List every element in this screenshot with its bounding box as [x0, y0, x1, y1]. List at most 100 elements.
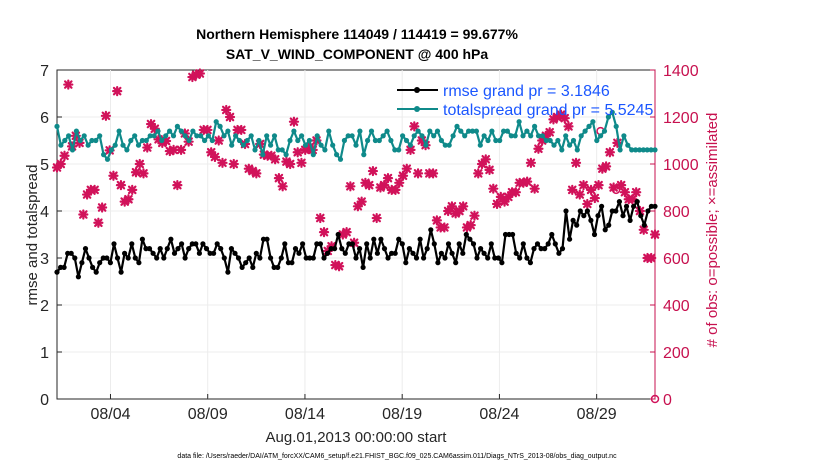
- rmse-point: [114, 255, 121, 261]
- x-tick-label: 08/09: [188, 406, 228, 423]
- totalspread-point: [101, 152, 107, 158]
- totalspread-point: [458, 128, 464, 134]
- rmse-point: [542, 246, 548, 252]
- rmse-point: [257, 255, 263, 261]
- obs-assimilated-point: [123, 194, 134, 205]
- totalspread-point: [516, 119, 522, 125]
- rmse-point: [599, 203, 605, 209]
- rmse-point: [556, 250, 562, 256]
- totalspread-point: [279, 147, 285, 153]
- totalspread-point: [609, 109, 615, 115]
- rmse-point: [82, 246, 89, 252]
- rmse-point: [613, 208, 619, 214]
- rmse-point: [524, 255, 530, 261]
- y2-tick-label: 400: [663, 298, 690, 315]
- rmse-point: [186, 246, 192, 252]
- obs-assimilated-point: [134, 158, 145, 170]
- rmse-point: [214, 241, 220, 247]
- totalspread-point: [159, 137, 165, 144]
- rmse-point: [218, 246, 224, 252]
- rmse-point: [157, 246, 163, 252]
- rmse-point: [442, 255, 448, 261]
- rmse-point: [495, 255, 501, 261]
- rmse-point: [161, 255, 167, 261]
- rmse-point: [349, 241, 355, 247]
- totalspread-point: [578, 133, 584, 139]
- legend-rmse-label: rmse grand pr = 3.1846: [443, 83, 610, 100]
- rmse-point: [652, 203, 658, 209]
- totalspread-point: [271, 133, 278, 139]
- totalspread-point: [310, 152, 316, 158]
- legend-totalspread-label: totalspread grand pr = 5.5245: [443, 102, 653, 119]
- obs-assimilated-point: [604, 147, 615, 158]
- x-tick-label: 08/19: [382, 406, 422, 423]
- obs-assimilated-point: [112, 86, 123, 97]
- legend-rmse-marker: [414, 87, 420, 93]
- rmse-point: [623, 203, 630, 209]
- rmse-point: [111, 241, 117, 247]
- totalspread-point: [217, 123, 223, 129]
- obs-assimilated-point: [465, 220, 476, 231]
- totalspread-point: [225, 128, 231, 134]
- rmse-point: [310, 255, 316, 261]
- totalspread-point: [291, 128, 297, 134]
- obs-assimilated-point: [78, 209, 89, 220]
- obs-possible-point: [650, 394, 660, 404]
- rmse-point: [631, 203, 637, 209]
- rmse-point: [282, 241, 288, 247]
- rmse-point: [90, 264, 96, 270]
- obs-assimilated-point: [503, 191, 514, 202]
- totalspread-point: [240, 142, 246, 148]
- rmse-point: [645, 208, 651, 214]
- rmse-point: [289, 260, 295, 266]
- totalspread-point: [582, 128, 588, 134]
- rmse-point: [648, 203, 655, 209]
- rmse-point: [367, 255, 373, 261]
- totalspread-point: [213, 119, 219, 125]
- rmse-point: [54, 269, 60, 275]
- rmse-point: [406, 246, 412, 252]
- obs-assimilated-point: [149, 123, 160, 134]
- totalspread-point: [287, 137, 293, 144]
- obs-assimilated-point: [296, 157, 307, 168]
- obs-assimilated-point: [236, 124, 247, 136]
- totalspread-point: [81, 133, 87, 139]
- rmse-point: [552, 241, 558, 247]
- obs-assimilated-point: [333, 261, 345, 272]
- rmse-point: [456, 241, 462, 247]
- totalspread-point: [489, 128, 495, 134]
- rmse-point: [606, 222, 612, 228]
- rmse-point: [574, 222, 580, 228]
- rmse-point: [168, 236, 174, 242]
- totalspread-point: [400, 133, 406, 139]
- totalspread-point: [151, 133, 157, 139]
- rmse-point: [534, 241, 541, 247]
- rmse-point: [122, 250, 128, 256]
- obs-assimilated-point: [364, 180, 375, 191]
- rmse-point: [86, 255, 92, 261]
- rmse-point: [374, 250, 380, 256]
- rmse-point: [139, 236, 145, 242]
- obs-assimilated-point: [55, 158, 66, 170]
- totalspread-point: [617, 147, 623, 153]
- rmse-point: [627, 217, 633, 223]
- y-axis-label: rmse and totalspread: [24, 165, 41, 306]
- obs-assimilated-point: [288, 116, 300, 127]
- totalspread-point: [524, 128, 530, 134]
- rmse-point: [61, 264, 67, 270]
- obs-assimilated-point: [209, 151, 221, 163]
- totalspread-point: [248, 133, 254, 139]
- totalspread-point: [423, 142, 429, 148]
- x-tick-label: 08/24: [479, 406, 519, 423]
- totalspread-point: [190, 128, 196, 134]
- obs-assimilated-point: [394, 177, 405, 188]
- rmse-point: [196, 250, 202, 256]
- x-axis-label: Aug.01,2013 00:00:00 start: [266, 429, 448, 446]
- totalspread-point: [66, 133, 72, 139]
- y-axis-right: 0 200 400 600 800 1000 1200 1400: [650, 63, 699, 409]
- rmse-point: [421, 255, 427, 261]
- rmse-point: [502, 231, 509, 238]
- totalspread-point: [543, 137, 549, 144]
- rmse-point: [175, 246, 181, 252]
